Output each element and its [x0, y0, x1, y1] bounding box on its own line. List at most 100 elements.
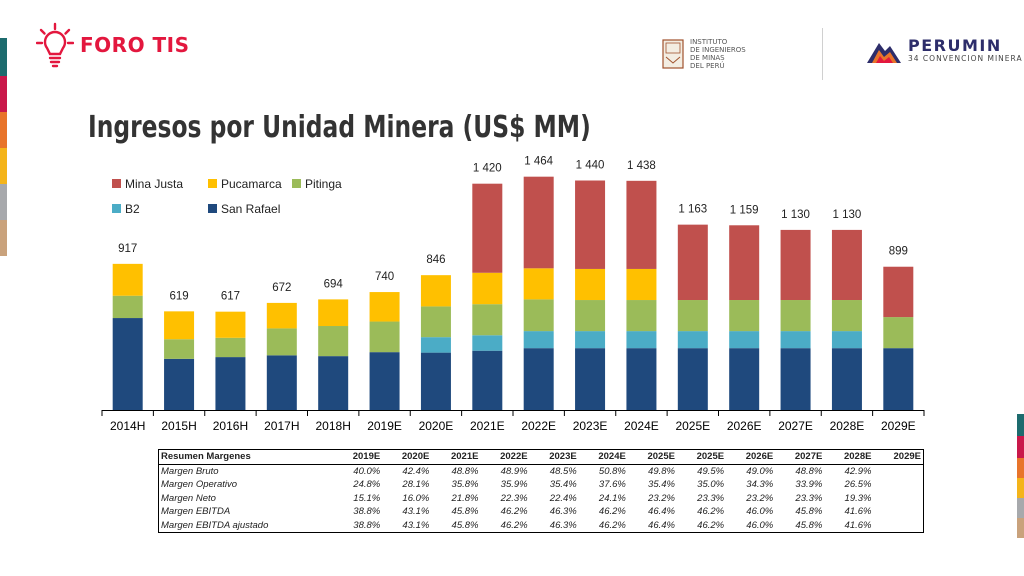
total-label: 1 130 — [833, 209, 862, 221]
bar-segment — [420, 306, 451, 338]
table-row: Margen EBITDA ajustado 38.8% 43.1% 45.8% 46.… — [158, 518, 924, 533]
table-header-cell: 2025E — [627, 449, 677, 465]
bar-segment — [626, 268, 657, 301]
x-tick-label: 2029E — [881, 419, 916, 433]
x-tick-label: 2018H — [316, 419, 351, 433]
bar-segment — [883, 266, 914, 318]
total-label: 1 159 — [730, 204, 759, 216]
table-cell: 45.8% — [451, 506, 479, 517]
total-label: 1 464 — [524, 156, 553, 168]
bar-segment — [369, 321, 400, 353]
table-cell: 45.8% — [795, 506, 823, 517]
bar-segment — [369, 292, 400, 322]
institute-line: DE MINAS — [690, 54, 725, 62]
table-cell: 23.3% — [697, 492, 725, 504]
table-cell: 42.9% — [844, 465, 872, 477]
bar-segment — [266, 302, 297, 329]
header-divider — [822, 28, 823, 80]
total-label: 846 — [426, 254, 445, 266]
table-cell: 45.8% — [431, 518, 481, 533]
table-cell: 46.2% — [578, 518, 628, 533]
total-label: 740 — [375, 271, 394, 283]
table-header-cell: 2027E — [775, 449, 825, 465]
table-cell — [873, 518, 924, 533]
bar-segment — [472, 183, 503, 273]
bar-segment — [780, 229, 811, 301]
table-header-cell: 2024E — [578, 449, 628, 465]
x-tick-label: 2024E — [624, 419, 659, 433]
table-cell: 48.9% — [500, 465, 528, 477]
bar-segment — [523, 348, 554, 410]
margins-table: Resumen Margenes 2019E 2020E 2021E 2022E 2023… — [158, 449, 924, 533]
table-cell: 22.4% — [549, 492, 577, 504]
bar-segment — [729, 348, 760, 410]
table-cell — [873, 492, 923, 506]
total-label: 1 440 — [576, 160, 605, 172]
table-cell: 42.4% — [402, 465, 430, 477]
total-label: 1 438 — [627, 160, 656, 172]
table-cell: 33.9% — [795, 479, 823, 490]
chart-bars — [112, 176, 914, 410]
x-tick-label: 2022E — [521, 419, 556, 433]
bar-segment — [626, 300, 657, 332]
stacked-bar-chart: Mina Justa Pucamarca Pitinga B2 San Rafael 9… — [101, 156, 925, 433]
bar-segment — [318, 326, 349, 357]
table-cell: Margen EBITDA — [161, 506, 231, 517]
x-tick-label: 2015H — [161, 419, 196, 433]
table-cell: 50.8% — [598, 465, 626, 477]
table-cell: 40.0% — [353, 465, 381, 477]
table-cell: 38.8% — [333, 518, 383, 533]
bar-segment — [831, 331, 862, 349]
bar-segment — [575, 300, 606, 332]
bar-segment — [780, 331, 811, 349]
institute-logo: INSTITUTO DE INGENIEROS DE MINAS DEL PER… — [662, 38, 746, 70]
table-cell: 24.1% — [598, 492, 626, 504]
legend-label: San Rafael — [221, 202, 280, 216]
total-label: 617 — [221, 291, 240, 303]
table-cell: 46.2% — [676, 518, 727, 533]
bar-segment — [575, 331, 606, 349]
table-cell: 19.3% — [844, 492, 872, 504]
bar-segment — [420, 337, 451, 353]
bar-segment — [575, 180, 606, 269]
bar-segment — [677, 300, 708, 332]
table-cell: 48.5% — [549, 465, 577, 477]
institute-seal-icon — [662, 39, 684, 69]
table-cell: 45.8% — [775, 518, 825, 533]
x-tick-label: 2020E — [419, 419, 454, 433]
table-header-cell: 2025E — [676, 449, 727, 465]
institute-line: DE INGENIEROS — [690, 46, 746, 54]
bar-segment — [266, 355, 297, 410]
margins-table-body: Margen Bruto 40.0% 42.4% 48.8% 48.9% 48.5% 50.… — [158, 464, 924, 533]
perumin-name: PERUMIN — [908, 36, 1002, 55]
legend-label: Pucamarca — [221, 177, 282, 191]
table-cell: 41.6% — [844, 506, 872, 517]
table-cell: 46.2% — [500, 506, 528, 517]
x-tick-label: 2016H — [213, 419, 248, 433]
table-cell: 21.8% — [451, 492, 479, 504]
chart-x-axis: 2014H 2015H 2016H 2017H 2018H 2019E 2020E 2021E… — [101, 410, 925, 433]
x-tick-label: 2019E — [367, 419, 402, 433]
table-cell: 23.2% — [746, 492, 774, 504]
bar-segment — [215, 337, 246, 358]
perumin-logo: PERUMIN 34 CONVENCION MINERA — [866, 38, 1023, 64]
bar-segment — [626, 180, 657, 269]
bar-segment — [677, 331, 708, 349]
bar-segment — [626, 331, 657, 349]
bar-segment — [266, 328, 297, 356]
table-cell: 43.1% — [382, 518, 432, 533]
legend-swatch — [208, 204, 217, 213]
table-cell: 46.0% — [726, 518, 776, 533]
bar-segment — [112, 318, 143, 410]
table-header-cell: 2022E — [480, 449, 530, 465]
x-tick-label: 2025E — [675, 419, 710, 433]
table-cell: 26.5% — [844, 479, 872, 490]
total-label: 619 — [169, 290, 188, 302]
table-cell: 48.8% — [451, 465, 479, 477]
bar-segment — [523, 299, 554, 332]
table-cell: 46.0% — [746, 506, 774, 517]
chart-legend: Mina Justa Pucamarca Pitinga B2 San Rafael — [112, 177, 342, 216]
chart-total-labels: 917 619 617 672 694 740 846 1 420 1 464 1 440 1 43… — [118, 156, 908, 303]
x-tick-label: 2014H — [110, 419, 145, 433]
table-cell: 46.4% — [627, 518, 677, 533]
